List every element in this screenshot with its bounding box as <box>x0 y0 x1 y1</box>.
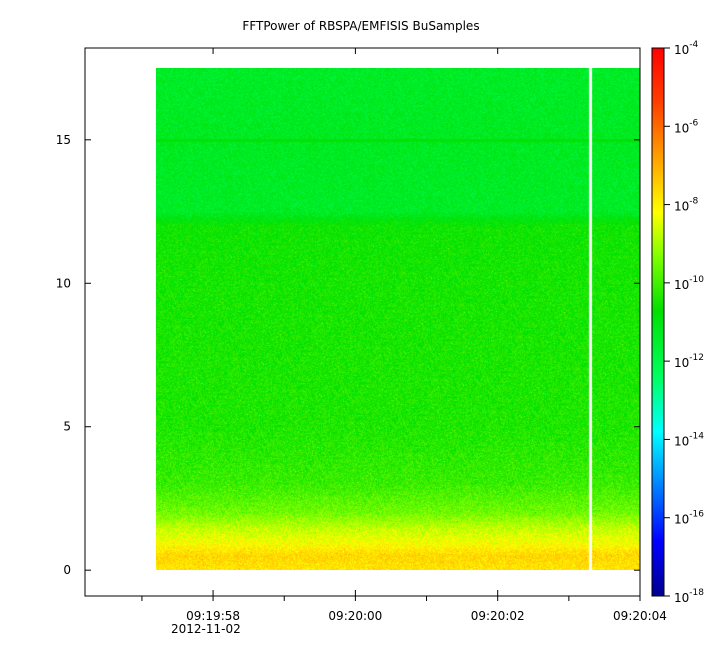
y-tick-label: 10 <box>56 276 71 290</box>
colorbar-tick-label: 10-16 <box>674 510 704 527</box>
plot-frame-border <box>84 47 641 597</box>
colorbar-tick-label: 10-14 <box>674 431 704 448</box>
spectrogram <box>156 68 640 570</box>
colorbar-tick-label: 10-18 <box>674 588 704 605</box>
x-date-label: 2012-11-02 <box>171 622 241 636</box>
y-axis: 0 5 10 15 <box>56 133 640 577</box>
colorbar-tick-label: 10-4 <box>674 40 699 57</box>
x-tick-label: 09:20:04 <box>613 609 667 623</box>
chart-title: FFTPower of RBSPA/EMFISIS BuSamples <box>242 19 479 33</box>
y-tick-label: 15 <box>56 133 71 147</box>
spectrogram-image <box>156 68 640 570</box>
x-axis: 09:19:58 09:20:00 09:20:02 09:20:04 <box>141 48 667 623</box>
colorbar <box>651 47 665 597</box>
x-tick-label: 09:20:02 <box>471 609 525 623</box>
x-tick-label: 09:19:58 <box>186 609 240 623</box>
x-tick-label: 09:20:00 <box>328 609 382 623</box>
colorbar-tick-label: 10-10 <box>674 275 704 292</box>
colorbar-tick-label: 10-8 <box>674 197 699 214</box>
colorbar-axis: 10-4 10-6 10-8 10-10 10-12 10-14 10-16 10-18 <box>664 40 704 605</box>
y-tick-label: 0 <box>63 563 71 577</box>
colorbar-tick-label: 10-12 <box>674 353 704 370</box>
y-tick-label: 5 <box>63 420 71 434</box>
colorbar-tick-label: 10-6 <box>674 118 699 135</box>
